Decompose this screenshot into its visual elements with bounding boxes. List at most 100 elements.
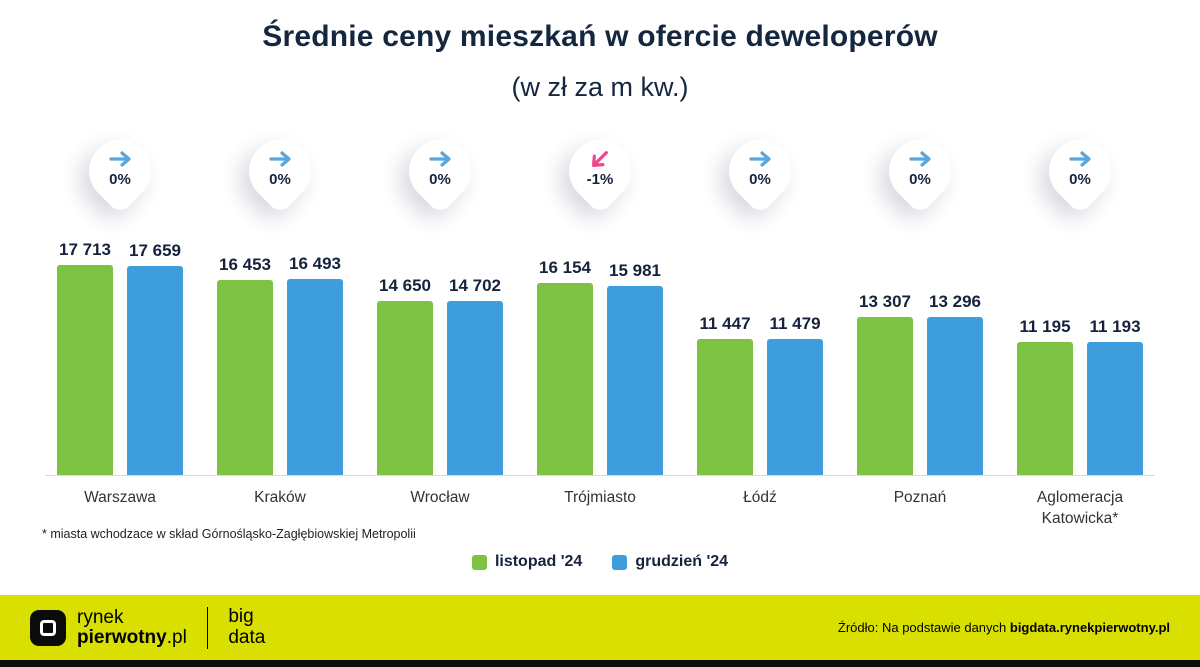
arrow-right-icon — [908, 150, 932, 168]
arrow-down-left-icon — [585, 144, 615, 174]
bar-column: 11 479 — [767, 314, 823, 475]
change-badge: 0% — [200, 127, 360, 230]
bar-column: 13 307 — [857, 292, 913, 475]
bar-column: 16 493 — [287, 254, 343, 475]
badge-content: 0% — [680, 140, 840, 212]
legend-label-listopad: listopad '24 — [494, 553, 583, 570]
bar-group-krak-w: 16 453 16 493 — [200, 238, 360, 475]
bar-column: 14 702 — [447, 276, 503, 475]
badge-content: 0% — [360, 140, 520, 212]
change-percent-label: 0% — [269, 171, 291, 188]
bar-column: 17 713 — [57, 240, 113, 475]
bar-listopad — [537, 283, 593, 475]
change-percent-label: 0% — [909, 171, 931, 188]
footer-bottom-strip — [0, 660, 1200, 667]
badge-content: 0% — [200, 140, 360, 212]
bar-value-label: 11 447 — [699, 314, 751, 333]
bar-grudzien — [767, 339, 823, 475]
arrow-right-icon — [108, 150, 132, 168]
arrow-right-icon — [748, 150, 772, 168]
bar-column: 14 650 — [377, 276, 433, 475]
bar-group-pozna-: 13 307 13 296 — [840, 238, 1000, 475]
brand-line2: pierwotny.pl — [77, 626, 187, 648]
brand-pierwotny: pierwotny — [77, 626, 167, 648]
change-badge: 0% — [360, 127, 520, 230]
bar-grudzien — [927, 317, 983, 475]
bar-group-warszawa: 17 713 17 659 — [40, 238, 200, 475]
city-label: Łódź — [743, 489, 777, 506]
bar-group-aglomeracja-katowicka-: 11 195 11 193 — [1000, 238, 1160, 475]
bar-value-label: 11 195 — [1019, 317, 1071, 336]
badge-content: 0% — [1000, 140, 1160, 212]
bar-listopad — [217, 280, 273, 475]
bar-column: 17 659 — [127, 241, 183, 475]
rynekpierwotny-logo-text: rynek pierwotny.pl — [77, 606, 187, 648]
change-percent-label: -1% — [586, 171, 614, 188]
arrow-right-icon — [268, 150, 292, 168]
bar-value-label: 15 981 — [609, 261, 661, 280]
bar-column: 11 193 — [1087, 317, 1143, 475]
bar-group-wroc-aw: 14 650 14 702 — [360, 238, 520, 475]
change-percent-label: 0% — [749, 171, 771, 188]
city-label: Trójmiasto — [564, 489, 636, 506]
bar-value-label: 16 493 — [289, 254, 341, 273]
bar-grudzien — [1087, 342, 1143, 475]
change-badge: 0% — [1000, 127, 1160, 230]
bar-listopad — [1017, 342, 1073, 475]
bigdata-line2: data — [228, 626, 266, 648]
brand-line1: rynek — [77, 606, 124, 628]
city-labels-row: Warszawa Kraków Wrocław Trójmiasto Łódź Pozna… — [40, 488, 1160, 530]
bar-column: 16 154 — [537, 258, 593, 475]
city-label: Aglomeracja Katowicka* — [1036, 489, 1124, 527]
bar-grudzien — [127, 266, 183, 475]
city-label: Wrocław — [410, 489, 470, 506]
legend-item-listopad: listopad '24 — [471, 553, 583, 571]
bar-value-label: 16 453 — [219, 255, 271, 274]
change-badge: 0% — [840, 127, 1000, 230]
bar-value-label: 14 650 — [379, 276, 431, 295]
chart-title: Średnie ceny mieszkań w ofercie dewelope… — [262, 20, 938, 53]
footer: rynek pierwotny.pl big data Źródło: Na p… — [0, 595, 1200, 667]
badge-content: 0% — [40, 140, 200, 212]
change-percent-label: 0% — [429, 171, 451, 188]
bigdata-logo-text: big data — [228, 606, 266, 648]
rynekpierwotny-logo-icon — [30, 609, 66, 646]
legend-item-grudzien: grudzień '24 — [612, 553, 728, 571]
x-axis-baseline — [45, 475, 1155, 476]
legend-swatch-green — [471, 554, 487, 570]
footnote: * miasta wchodzace w skład Górnośląsko-Z… — [42, 527, 416, 541]
change-badge: -1% — [520, 127, 680, 230]
bar-value-label: 11 193 — [1089, 317, 1141, 336]
change-badge: 0% — [40, 127, 200, 230]
source-domain: bigdata.rynekpierwotny.pl — [1009, 620, 1170, 635]
bar-value-label: 16 154 — [539, 258, 591, 277]
legend-label-grudzien: grudzień '24 — [635, 553, 729, 570]
city-label: Kraków — [254, 489, 306, 506]
bar-value-label: 11 479 — [769, 314, 821, 333]
bar-column: 15 981 — [607, 261, 663, 475]
bar-listopad — [377, 301, 433, 475]
chart-subtitle: (w zł za m kw.) — [511, 72, 689, 102]
source-text: Źródło: Na podstawie danych bigdata.ryne… — [838, 620, 1170, 635]
bar-grudzien — [607, 286, 663, 475]
bar-group-tr-jmiasto: 16 154 15 981 — [520, 238, 680, 475]
bar-group--d-: 11 447 11 479 — [680, 238, 840, 475]
badge-content: -1% — [520, 140, 680, 212]
brand-pl-suffix: .pl — [166, 626, 187, 648]
arrow-right-icon — [1068, 150, 1092, 168]
city-label: Poznań — [893, 489, 947, 506]
change-percent-label: 0% — [1069, 171, 1091, 188]
change-percent-label: 0% — [109, 171, 131, 188]
bar-value-label: 13 307 — [859, 292, 911, 311]
source-prefix: Źródło: Na podstawie danych — [837, 620, 1010, 635]
bar-value-label: 14 702 — [449, 276, 501, 295]
bar-listopad — [697, 339, 753, 475]
bar-column: 11 447 — [697, 314, 753, 475]
logo-square-icon — [40, 619, 56, 636]
bar-column: 13 296 — [927, 292, 983, 475]
legend-swatch-blue — [612, 554, 628, 570]
bar-grudzien — [287, 279, 343, 475]
bar-value-label: 13 296 — [929, 292, 981, 311]
chart-groups: 17 713 17 659 16 453 16 493 14 650 14 702 16 1… — [40, 238, 1160, 475]
badge-content: 0% — [840, 140, 1000, 212]
